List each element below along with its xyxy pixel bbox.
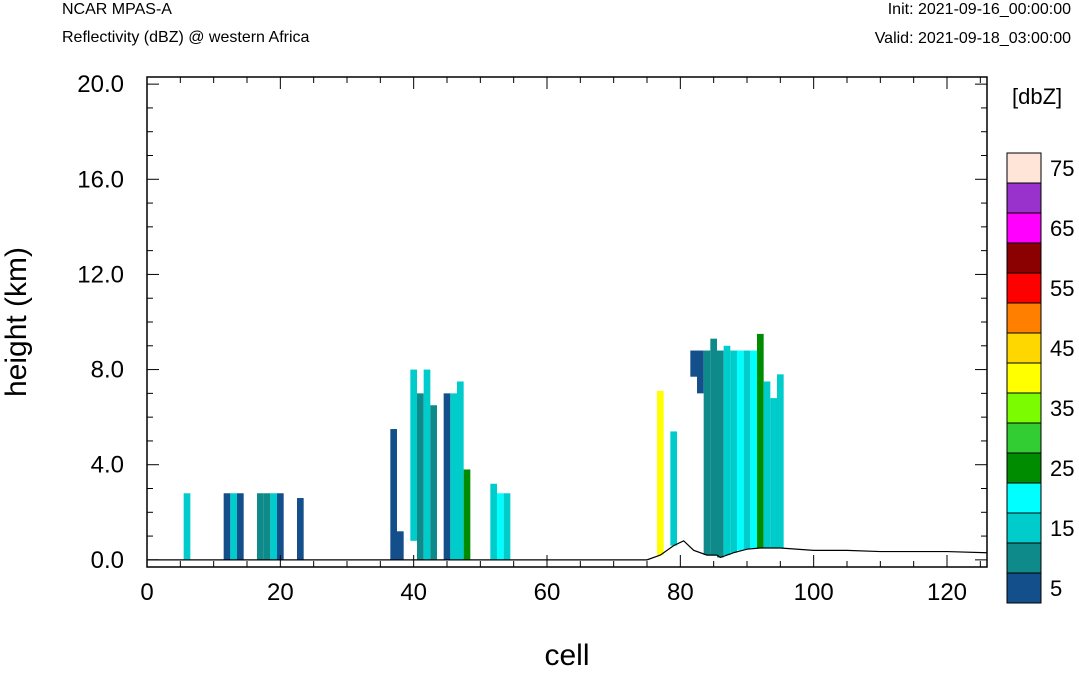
reflectivity-column-79 bbox=[670, 431, 677, 546]
colorbar-swatch bbox=[1006, 302, 1042, 334]
reflectivity-column-87 bbox=[723, 345, 731, 556]
y-axis-title: height (km) bbox=[0, 247, 33, 397]
reflectivity-column-19 bbox=[270, 493, 277, 560]
colorbar-label: 35 bbox=[1050, 396, 1074, 421]
colorbar-swatch bbox=[1006, 332, 1042, 364]
reflectivity-column-17 bbox=[257, 493, 264, 560]
colorbar-swatch bbox=[1006, 242, 1042, 274]
x-tick-labels: 0 20 40 60 80 100 120 bbox=[140, 579, 967, 606]
reflectivity-column-90 bbox=[743, 350, 751, 550]
reflectivity-column-86 bbox=[717, 350, 724, 558]
reflectivity-column-37 bbox=[390, 429, 397, 560]
reflectivity-column-47 bbox=[457, 381, 464, 560]
init-time: Init: 2021-09-16_00:00:00 bbox=[887, 1, 1071, 18]
reflectivity-column-54 bbox=[503, 493, 511, 560]
colorbar-swatch bbox=[1006, 182, 1042, 214]
colorbar-label: 55 bbox=[1050, 276, 1074, 301]
colorbar-swatch bbox=[1006, 272, 1042, 304]
reflectivity-column-45 bbox=[443, 393, 451, 560]
reflectivity-column-6 bbox=[183, 493, 191, 560]
colorbar-label: 25 bbox=[1050, 456, 1074, 481]
reflectivity-column-77 bbox=[657, 390, 664, 556]
x-tick-label: 80 bbox=[667, 579, 694, 606]
colorbar-swatch bbox=[1006, 212, 1042, 244]
reflectivity-column-43 bbox=[430, 405, 437, 560]
axis-ticks bbox=[146, 77, 987, 567]
reflectivity-column-94 bbox=[770, 398, 777, 548]
reflectivity-column-48 bbox=[463, 469, 471, 560]
colorbar-swatch bbox=[1006, 152, 1042, 184]
y-tick-label: 12.0 bbox=[77, 261, 124, 288]
colorbar-label: 5 bbox=[1050, 576, 1062, 601]
reflectivity-column-40 bbox=[410, 369, 417, 541]
colorbar bbox=[1006, 152, 1042, 604]
reflectivity-column-85 bbox=[710, 338, 717, 556]
y-tick-label: 20.0 bbox=[77, 71, 124, 98]
valid-time: Valid: 2021-09-18_03:00:00 bbox=[874, 30, 1071, 47]
colorbar-label: 15 bbox=[1050, 516, 1074, 541]
x-tick-label: 40 bbox=[400, 579, 427, 606]
reflectivity-column-83 bbox=[697, 350, 704, 394]
colorbar-swatch bbox=[1006, 512, 1042, 544]
model-title: NCAR MPAS-A bbox=[62, 1, 172, 18]
colorbar-swatch bbox=[1006, 572, 1042, 604]
colorbar-swatch bbox=[1006, 452, 1042, 484]
colorbar-swatch bbox=[1006, 392, 1042, 424]
reflectivity-column-20 bbox=[277, 493, 284, 560]
x-tick-label: 60 bbox=[534, 579, 561, 606]
reflectivity-column-84 bbox=[703, 350, 711, 556]
reflectivity-column-23 bbox=[297, 498, 304, 560]
reflectivity-column-14 bbox=[237, 493, 244, 560]
terrain-profile bbox=[147, 540, 988, 561]
reflectivity-column-41 bbox=[417, 393, 424, 560]
x-tick-label: 0 bbox=[140, 579, 153, 606]
colorbar-swatch bbox=[1006, 542, 1042, 574]
reflectivity-column-12 bbox=[223, 493, 231, 560]
y-tick-labels: 0.0 4.0 8.0 12.0 16.0 20.0 bbox=[77, 71, 124, 574]
reflectivity-column-53 bbox=[497, 493, 504, 560]
x-tick-label: 20 bbox=[267, 579, 294, 606]
reflectivity-column-82 bbox=[690, 350, 697, 377]
colorbar-label: 75 bbox=[1050, 156, 1074, 181]
reflectivity-column-88 bbox=[730, 350, 737, 553]
reflectivity-column-92 bbox=[757, 333, 764, 548]
reflectivity-cells bbox=[183, 333, 784, 560]
colorbar-unit: [dbZ] bbox=[1012, 84, 1062, 109]
reflectivity-column-95 bbox=[777, 374, 784, 548]
reflectivity-column-38 bbox=[397, 531, 404, 560]
colorbar-label: 45 bbox=[1050, 336, 1074, 361]
colorbar-swatch bbox=[1006, 482, 1042, 514]
field-title: Reflectivity (dBZ) @ western Africa bbox=[62, 29, 310, 46]
reflectivity-column-42 bbox=[423, 369, 431, 560]
reflectivity-column-91 bbox=[750, 350, 757, 548]
reflectivity-column-93 bbox=[763, 381, 771, 548]
colorbar-swatch bbox=[1006, 362, 1042, 394]
reflectivity-column-13 bbox=[230, 493, 237, 560]
x-tick-label: 120 bbox=[927, 579, 967, 606]
x-tick-label: 100 bbox=[794, 579, 834, 606]
colorbar-swatch bbox=[1006, 422, 1042, 454]
y-tick-label: 8.0 bbox=[91, 357, 124, 384]
colorbar-labels: 5 15 25 35 45 55 65 75 bbox=[1050, 156, 1074, 601]
y-tick-label: 16.0 bbox=[77, 166, 124, 193]
reflectivity-column-89 bbox=[737, 350, 744, 551]
reflectivity-column-18 bbox=[263, 493, 271, 560]
x-axis-title: cell bbox=[544, 639, 589, 672]
y-tick-label: 4.0 bbox=[91, 452, 124, 479]
terrain-line bbox=[147, 540, 988, 561]
reflectivity-column-46 bbox=[450, 393, 457, 560]
reflectivity-column-52 bbox=[490, 483, 497, 560]
colorbar-label: 65 bbox=[1050, 216, 1074, 241]
y-tick-label: 0.0 bbox=[91, 547, 124, 574]
